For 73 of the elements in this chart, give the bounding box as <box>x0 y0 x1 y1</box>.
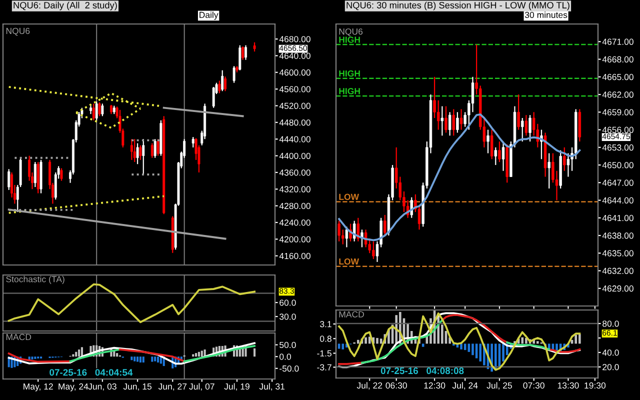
y-tick-label: 4600.00 <box>279 69 310 76</box>
y-tick-label: 0.8 <box>320 336 332 342</box>
annotation: NQU6 <box>339 28 363 36</box>
y-tick-label: 4653.00 <box>602 144 634 151</box>
ref-line-label: HIGH <box>339 88 360 94</box>
y2-tick-label: 80.0 <box>602 320 619 327</box>
x-tick-label: Jul, 31 <box>259 383 285 391</box>
y-tick-label: 4520.00 <box>279 102 310 109</box>
y-tick-label: 4200.00 <box>279 236 310 242</box>
annotation: Stochastic (TA) <box>6 276 64 284</box>
y-tick-label: 50.0 <box>280 342 296 348</box>
x-tick-label: 19:30 <box>584 382 606 389</box>
x-tick-label: Jun, 03 <box>88 383 116 391</box>
annotation: MACD <box>6 334 32 340</box>
y-tick-label: 4632.00 <box>602 268 634 274</box>
y-tick-label: 4659.00 <box>602 109 634 116</box>
y-tick-label: 30.0 <box>280 314 296 320</box>
y-tick-label: 4629.00 <box>602 285 634 292</box>
y-tick-label: 4656.00 <box>602 126 634 134</box>
y-tick-label: 4668.00 <box>602 56 634 63</box>
chart-title: NQU6: 30 minutes (B) Session HIGH - LOW (MMO TL) <box>346 2 570 10</box>
x-tick-label: 13:30 <box>558 382 579 389</box>
y-tick-label: 4662.00 <box>602 92 634 98</box>
ref-line-label: LOW <box>339 194 360 200</box>
annotation: 07-25-16 04:04:54 <box>50 369 133 376</box>
text: 30 minutes <box>524 12 568 18</box>
x-tick-label: Jul, 22 <box>356 382 382 390</box>
y-tick-label: 60.0 <box>280 300 296 306</box>
y-tick-label: 4644.00 <box>602 197 634 204</box>
annotation: 07-25-16 04:08:08 <box>380 367 464 374</box>
chart-title: NQU6: Daily (All 2 study) <box>14 2 117 10</box>
y-tick-label: 4360.00 <box>279 169 310 176</box>
x-tick-label: 07:30 <box>523 382 544 389</box>
y-tick-label: -50.0 <box>280 365 299 372</box>
y-tick-label: 4400.00 <box>279 152 310 160</box>
x-tick-label: May, 12 <box>24 383 53 392</box>
x-tick-label: 06:30 <box>386 382 407 389</box>
y-tick-label: 4638.00 <box>602 232 634 239</box>
x-tick-label: Jul, 24 <box>452 382 478 390</box>
y-tick-label: 4320.00 <box>279 186 310 192</box>
y2-tick-label: 40.0 <box>602 350 619 356</box>
y-tick-label: 4641.00 <box>602 214 634 222</box>
x-tick-label: Jul, 19 <box>224 383 250 391</box>
y-tick-label: 4635.00 <box>602 250 634 256</box>
y-tick-label: 4160.00 <box>279 252 310 260</box>
x-tick-label: Jun, 27 <box>158 383 187 391</box>
y-tick-label: 4650.00 <box>602 162 634 168</box>
y-tick-label: -3.7 <box>317 364 332 370</box>
y-tick-label: 4640.00 <box>279 52 310 59</box>
y-tick-label: 4440.00 <box>279 136 310 142</box>
ref-line-label: LOW <box>339 258 360 265</box>
annotation: MACD <box>339 311 364 318</box>
y2-tick-label: 20.0 <box>602 364 619 370</box>
y-tick-label: 4480.00 <box>279 119 310 126</box>
text: Daily <box>200 12 218 20</box>
x-tick-label: Jul, 07 <box>189 383 214 391</box>
y-tick-label: 3.1 <box>320 321 332 328</box>
y-tick-label: 0.0 <box>280 354 291 360</box>
y-tick-label: 4647.00 <box>602 180 634 186</box>
y-tick-label: 4671.00 <box>602 38 634 45</box>
y-tick-label: 4680.00 <box>279 36 310 42</box>
ref-line-label: HIGH <box>339 70 360 77</box>
x-tick-label: Jun, 15 <box>123 383 152 391</box>
x-tick-label: Jul, 25 <box>486 382 512 390</box>
y-tick-label: 4280.00 <box>279 202 310 210</box>
y-tick-label: 4665.00 <box>602 74 634 80</box>
x-tick-label: May, 24 <box>58 383 88 392</box>
ref-line-label: HIGH <box>339 36 360 43</box>
x-tick-label: 12:30 <box>424 382 446 389</box>
annotation: NQU6 <box>6 28 30 36</box>
y-tick-label: -1.5 <box>317 350 332 356</box>
y-tick-label: 4560.00 <box>279 86 310 92</box>
y-tick-label: 4240.00 <box>279 220 310 226</box>
